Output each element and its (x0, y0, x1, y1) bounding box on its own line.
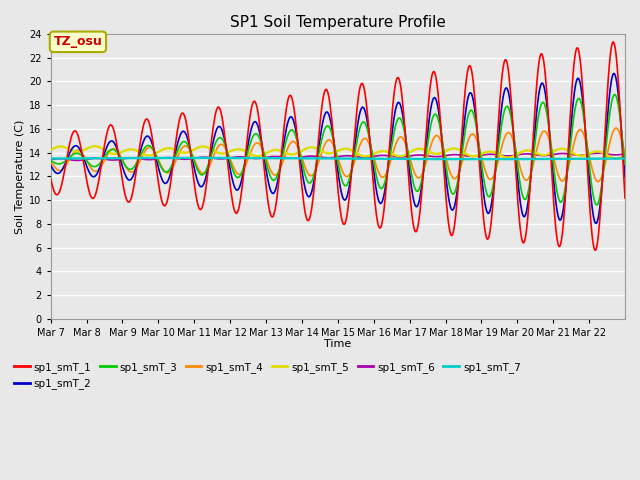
Text: TZ_osu: TZ_osu (54, 36, 102, 48)
sp1_smT_7 (271, 155, 278, 161)
sp1_smT_1 (248, 102, 256, 108)
sp1_smT_6 (115, 156, 123, 162)
sp1_smT_3 (220, 139, 227, 144)
sp1_smT_1 (270, 212, 278, 217)
sp1_smT_5 (612, 156, 620, 161)
sp1_smT_3 (47, 158, 54, 164)
sp1_smT_4 (248, 146, 256, 152)
sp1_smT_3 (611, 92, 618, 97)
sp1_smT_6 (47, 157, 54, 163)
sp1_smT_7 (191, 155, 198, 161)
Legend: sp1_smT_1, sp1_smT_2, sp1_smT_3, sp1_smT_4, sp1_smT_5, sp1_smT_6, sp1_smT_7: sp1_smT_1, sp1_smT_2, sp1_smT_3, sp1_smT… (10, 358, 525, 393)
sp1_smT_4 (397, 134, 405, 140)
sp1_smT_5 (621, 153, 629, 158)
X-axis label: Time: Time (324, 339, 351, 349)
sp1_smT_6 (271, 154, 278, 159)
sp1_smT_7 (477, 156, 485, 162)
Line: sp1_smT_3: sp1_smT_3 (51, 95, 625, 205)
Line: sp1_smT_7: sp1_smT_7 (51, 158, 625, 159)
sp1_smT_5 (430, 151, 438, 156)
sp1_smT_7 (621, 156, 629, 161)
Line: sp1_smT_5: sp1_smT_5 (51, 146, 625, 158)
sp1_smT_7 (398, 156, 406, 162)
sp1_smT_5 (398, 153, 406, 159)
sp1_smT_3 (248, 135, 256, 141)
sp1_smT_2 (270, 190, 278, 196)
sp1_smT_5 (249, 153, 257, 158)
Line: sp1_smT_6: sp1_smT_6 (51, 153, 625, 160)
sp1_smT_3 (115, 151, 122, 156)
sp1_smT_2 (610, 71, 618, 76)
sp1_smT_1 (429, 69, 437, 74)
sp1_smT_3 (621, 161, 629, 167)
Title: SP1 Soil Temperature Profile: SP1 Soil Temperature Profile (230, 15, 446, 30)
sp1_smT_7 (47, 156, 54, 161)
sp1_smT_7 (249, 155, 257, 161)
sp1_smT_2 (592, 220, 600, 226)
sp1_smT_3 (593, 202, 600, 208)
sp1_smT_6 (249, 156, 257, 161)
sp1_smT_3 (429, 113, 437, 119)
sp1_smT_2 (115, 149, 122, 155)
sp1_smT_5 (271, 147, 278, 153)
sp1_smT_1 (591, 248, 599, 253)
sp1_smT_7 (115, 155, 122, 161)
sp1_smT_1 (621, 195, 629, 201)
sp1_smT_7 (221, 155, 228, 161)
sp1_smT_5 (91, 144, 99, 149)
sp1_smT_4 (621, 152, 629, 158)
sp1_smT_5 (115, 150, 123, 156)
Y-axis label: Soil Temperature (C): Soil Temperature (C) (15, 119, 25, 233)
sp1_smT_2 (429, 96, 437, 102)
sp1_smT_4 (594, 179, 602, 185)
sp1_smT_4 (220, 143, 227, 148)
sp1_smT_4 (612, 125, 620, 131)
sp1_smT_7 (430, 156, 438, 162)
sp1_smT_2 (220, 132, 227, 138)
sp1_smT_1 (47, 176, 54, 181)
sp1_smT_2 (248, 123, 256, 129)
sp1_smT_6 (398, 154, 406, 160)
sp1_smT_3 (397, 117, 405, 122)
sp1_smT_2 (47, 162, 54, 168)
sp1_smT_2 (397, 105, 405, 110)
Line: sp1_smT_2: sp1_smT_2 (51, 73, 625, 223)
sp1_smT_2 (621, 175, 629, 180)
sp1_smT_6 (621, 151, 629, 156)
sp1_smT_4 (115, 149, 122, 155)
Line: sp1_smT_1: sp1_smT_1 (51, 42, 625, 251)
sp1_smT_5 (221, 150, 228, 156)
sp1_smT_6 (221, 156, 228, 162)
sp1_smT_6 (73, 157, 81, 163)
sp1_smT_6 (595, 150, 603, 156)
sp1_smT_1 (397, 87, 405, 93)
sp1_smT_3 (270, 178, 278, 183)
sp1_smT_1 (115, 149, 122, 155)
sp1_smT_4 (429, 136, 437, 142)
Line: sp1_smT_4: sp1_smT_4 (51, 128, 625, 182)
sp1_smT_1 (220, 125, 227, 131)
sp1_smT_4 (47, 158, 54, 164)
sp1_smT_4 (270, 172, 278, 178)
sp1_smT_1 (609, 39, 617, 45)
sp1_smT_5 (47, 147, 54, 153)
sp1_smT_6 (430, 154, 438, 159)
